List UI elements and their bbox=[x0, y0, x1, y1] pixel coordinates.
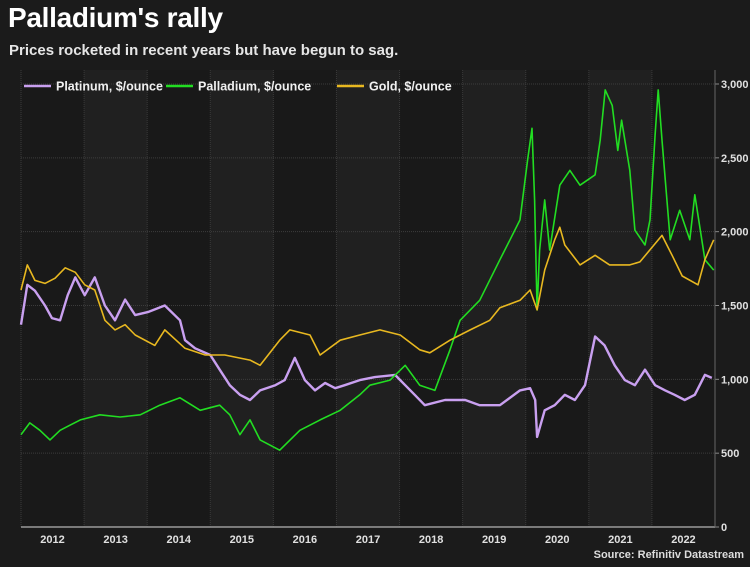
x-tick-label: 2013 bbox=[103, 534, 127, 546]
year-band bbox=[147, 70, 211, 527]
series-line-platinum bbox=[19, 276, 713, 439]
x-tick-label: 2015 bbox=[230, 534, 254, 546]
x-tick-label: 2017 bbox=[356, 534, 380, 546]
y-tick-label: 2,000 bbox=[721, 227, 749, 239]
year-band bbox=[210, 70, 274, 527]
year-band bbox=[588, 70, 652, 527]
legend: Platinum, $/ounce Palladium, $/ounce Gold,… bbox=[24, 80, 452, 94]
x-tick-label: 2018 bbox=[419, 534, 443, 546]
legend-item: Palladium, $/ounce bbox=[166, 80, 311, 94]
x-tick-label: 2022 bbox=[671, 534, 695, 546]
y-tick-label: 1,000 bbox=[721, 374, 749, 386]
legend-item: Gold, $/ounce bbox=[337, 80, 452, 94]
x-tick-label: 2020 bbox=[545, 534, 569, 546]
series-line-gold bbox=[20, 226, 715, 367]
x-tick-label: 2014 bbox=[166, 534, 191, 546]
x-tick-label: 2012 bbox=[40, 534, 64, 546]
x-tick-label: 2016 bbox=[293, 534, 317, 546]
legend-label: Palladium, $/ounce bbox=[198, 80, 311, 94]
year-band bbox=[21, 70, 85, 527]
year-band bbox=[525, 70, 589, 527]
grid-lines bbox=[20, 70, 715, 527]
year-band bbox=[336, 70, 400, 527]
series-lines bbox=[19, 89, 715, 451]
year-band bbox=[399, 70, 463, 527]
year-band bbox=[273, 70, 337, 527]
year-band bbox=[462, 70, 526, 527]
x-tick-label: 2019 bbox=[482, 534, 506, 546]
y-tick-label: 1,500 bbox=[721, 301, 749, 313]
legend-label: Platinum, $/ounce bbox=[56, 80, 163, 94]
y-tick-label: 3,000 bbox=[721, 79, 749, 91]
year-band bbox=[84, 70, 148, 527]
chart-title: Palladium's rally bbox=[8, 2, 223, 33]
legend-item: Platinum, $/ounce bbox=[24, 80, 163, 94]
series-line-palladium bbox=[20, 89, 715, 451]
x-tick-label: 2021 bbox=[608, 534, 632, 546]
y-tick-label: 2,500 bbox=[721, 153, 749, 165]
y-tick-label: 500 bbox=[721, 448, 739, 460]
legend-label: Gold, $/ounce bbox=[369, 80, 452, 94]
source-note: Source: Refinitiv Datastream bbox=[593, 549, 744, 561]
chart-subtitle: Prices rocketed in recent years but have… bbox=[9, 42, 399, 59]
y-tick-label: 0 bbox=[721, 522, 727, 534]
axes: 2012 2013 2014 2015 2016 2017 2018 2019 2020 2021… bbox=[21, 70, 749, 546]
